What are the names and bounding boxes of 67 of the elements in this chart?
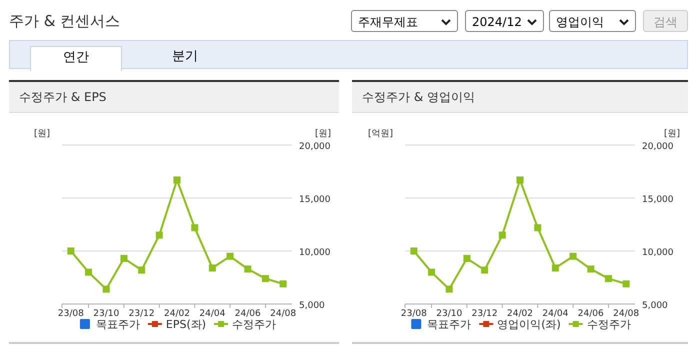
point <box>446 286 453 293</box>
point <box>244 266 252 273</box>
point <box>280 280 287 288</box>
point <box>570 252 577 260</box>
y2-tick-label: 20,000 <box>299 142 331 152</box>
legend-label: 영업이익(좌) <box>497 318 561 331</box>
x-tick-label: 24/08 <box>270 309 296 319</box>
point <box>120 254 128 262</box>
y-axis-title: [억원] <box>368 129 393 139</box>
x-tick-label: 23/08 <box>58 309 84 319</box>
x-tick-label: 24/02 <box>164 309 190 319</box>
y2-tick-label: 20,000 <box>642 142 674 152</box>
point <box>604 275 612 282</box>
point <box>85 268 92 276</box>
y2-tick-label: 10,000 <box>299 248 331 258</box>
point <box>102 286 110 293</box>
point <box>516 176 524 184</box>
point <box>174 176 180 184</box>
point <box>208 264 216 272</box>
point <box>138 266 146 274</box>
point <box>262 275 269 282</box>
y-axis-title: [원] <box>34 129 50 139</box>
point <box>428 268 436 276</box>
point <box>191 224 198 232</box>
legend-label: EPS(좌) <box>166 318 206 331</box>
text: 연간 <box>30 46 122 71</box>
x-tick-label: 24/06 <box>234 309 262 319</box>
point <box>552 264 559 272</box>
point <box>226 252 234 260</box>
point <box>156 232 163 239</box>
text: 분기 <box>171 48 199 66</box>
legend-label: 수정주가 <box>232 318 276 331</box>
point <box>67 248 74 254</box>
y2-tick-label: 5,000 <box>299 301 326 311</box>
x-tick-label: 24/08 <box>613 309 640 319</box>
chart-title: 수정주가 & 영업이익 <box>352 82 688 113</box>
legend-label: 수정주가 <box>586 318 631 331</box>
y2-tick-label: 10,000 <box>642 248 674 258</box>
x-tick-label: 24/04 <box>542 309 569 319</box>
x-tick-label: 23/10 <box>93 309 120 319</box>
legend-label: 목표주가 <box>96 318 140 331</box>
x-tick-label: 23/12 <box>472 309 498 319</box>
y2-tick-label: 15,000 <box>642 195 674 205</box>
x-tick-label: 23/08 <box>400 309 428 319</box>
point <box>481 266 488 274</box>
y2-tick-label: 5,000 <box>642 301 668 311</box>
point <box>498 232 506 239</box>
chart-title: 수정주가 & EPS <box>9 82 339 113</box>
point <box>534 224 542 232</box>
text: 검색 <box>643 10 688 32</box>
point <box>463 254 470 262</box>
x-tick-label: 24/02 <box>507 309 533 319</box>
text: 2024/12 <box>465 10 544 32</box>
text: 영업이익 <box>549 10 636 32</box>
x-tick-label: 23/10 <box>436 309 462 319</box>
x-tick-label: 24/06 <box>578 309 604 319</box>
legend-label: 목표주가 <box>427 318 472 331</box>
y2-axis-title: [원] <box>314 129 331 139</box>
text: 주가 & 컨센서스 <box>9 12 120 31</box>
x-tick-label: 24/04 <box>199 309 226 319</box>
point <box>410 248 418 254</box>
y2-axis-title: [원] <box>664 129 680 139</box>
point <box>587 266 594 273</box>
y2-tick-label: 15,000 <box>299 195 331 205</box>
text: 주재무제표 <box>351 10 458 32</box>
point <box>622 280 630 288</box>
x-tick-label: 23/12 <box>128 309 155 319</box>
